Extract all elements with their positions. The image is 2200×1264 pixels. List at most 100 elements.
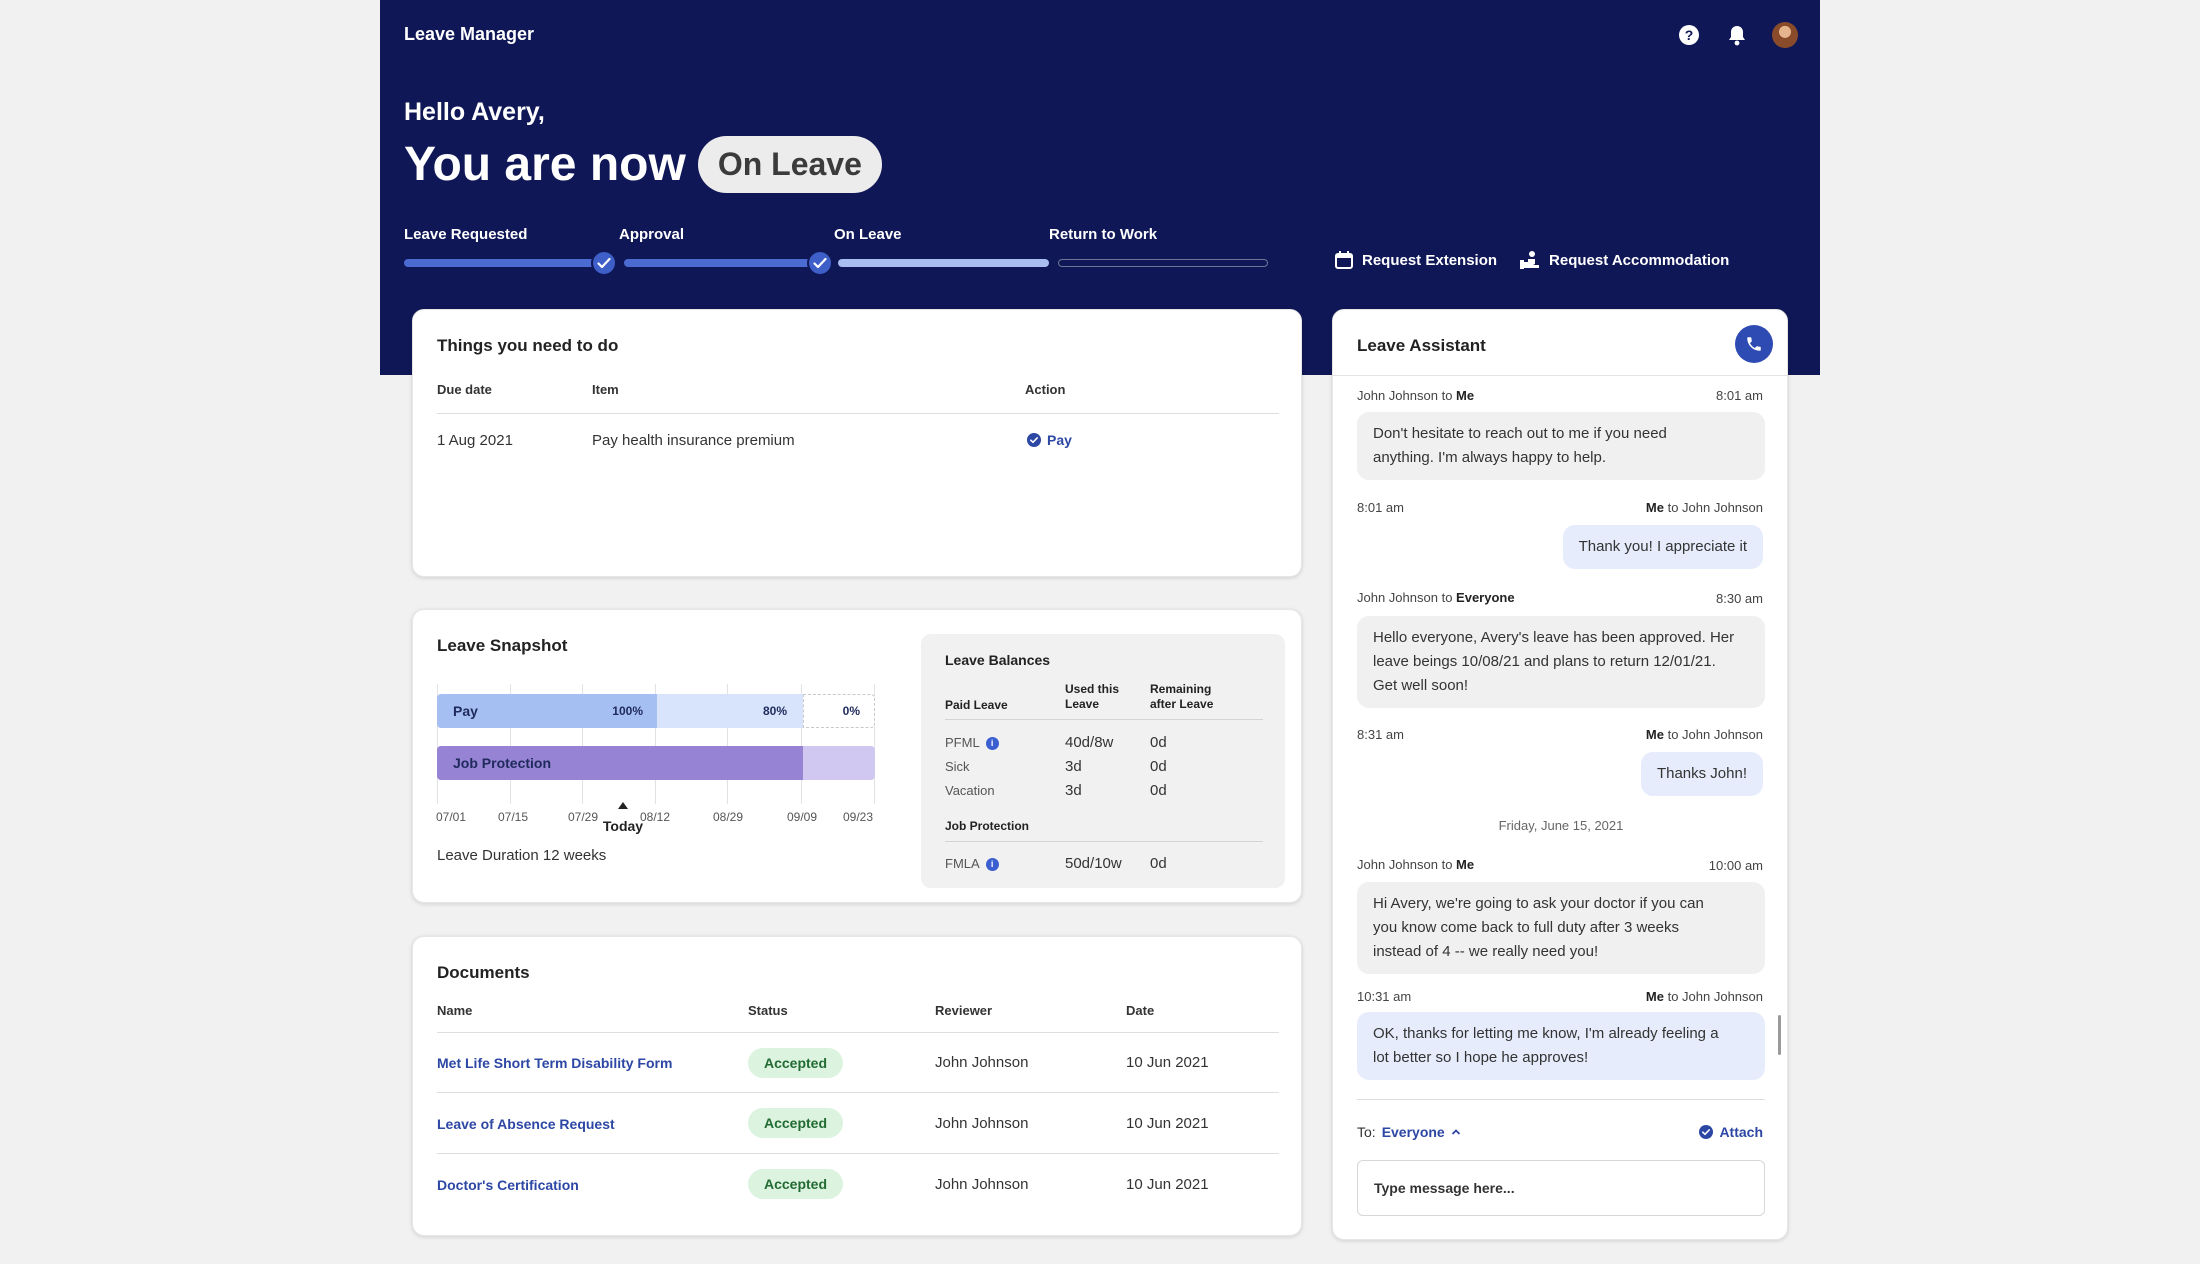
message-bubble: Thank you! I appreciate it	[1562, 525, 1763, 569]
message-bubble: Thanks John!	[1640, 752, 1763, 796]
progress-segment-4	[1058, 259, 1268, 267]
document-link[interactable]: Leave of Absence Request	[437, 1116, 615, 1132]
paid-leave-header: Paid Leave	[945, 698, 1008, 712]
help-icon[interactable]: ?	[1676, 22, 1702, 48]
leave-snapshot-card: Leave Snapshot Pay 100% 80% 0% Job Prote…	[412, 609, 1302, 903]
todo-col-due: Due date	[437, 382, 492, 397]
attach-label: Attach	[1719, 1124, 1763, 1140]
pay-bar-pct-0: 0%	[842, 704, 860, 718]
user-avatar[interactable]	[1772, 22, 1798, 48]
balance-type-sick: Sick	[945, 759, 970, 774]
step-check-icon	[807, 250, 833, 276]
todo-col-item: Item	[592, 382, 619, 397]
divider	[437, 413, 1279, 414]
chat-title: Leave Assistant	[1357, 336, 1486, 355]
compose-recipient: To: Everyone	[1357, 1124, 1461, 1140]
pay-bar-80: 80%	[657, 694, 803, 728]
pay-bar-pct-100: 100%	[612, 704, 643, 718]
compose-to-label: To:	[1357, 1124, 1376, 1140]
gridline	[874, 684, 875, 804]
pay-label: Pay	[1047, 432, 1072, 448]
message-meta: Me to John Johnson	[1645, 989, 1763, 1004]
balance-used: 3d	[1065, 782, 1082, 799]
date-separator: Friday, June 15, 2021	[1498, 818, 1624, 833]
divider	[437, 1092, 1279, 1093]
bell-icon[interactable]	[1724, 22, 1750, 48]
divider	[1357, 1099, 1765, 1100]
message-meta: John Johnson to Me	[1357, 857, 1475, 872]
message-time: 8:01 am	[1357, 500, 1404, 515]
message-bubble: Don't hesitate to reach out to me if you…	[1357, 412, 1765, 480]
info-icon[interactable]: i	[985, 737, 999, 751]
chevron-up-icon[interactable]	[1451, 1128, 1461, 1136]
balance-remaining: 0d	[1150, 782, 1167, 799]
step-check-icon	[591, 250, 617, 276]
chat-header: Leave Assistant	[1333, 310, 1787, 376]
x-tick: 08/29	[712, 810, 744, 824]
x-tick: 07/01	[435, 810, 467, 824]
status-badge: Accepted	[748, 1169, 844, 1199]
divider	[437, 1153, 1279, 1154]
status-pill: On Leave	[697, 136, 882, 193]
message-meta: John Johnson to Me	[1357, 388, 1475, 403]
pay-bar-pct-80: 80%	[762, 704, 787, 718]
message-time: 10:31 am	[1357, 989, 1412, 1004]
phone-icon	[1747, 337, 1761, 351]
pay-link[interactable]: Pay	[1027, 432, 1072, 448]
today-label: Today	[602, 818, 644, 834]
docs-col-reviewer: Reviewer	[935, 1003, 993, 1018]
x-tick: 07/15	[497, 810, 529, 824]
message-time: 8:30 am	[1716, 591, 1763, 606]
todo-card: Things you need to do Due date Item Acti…	[412, 309, 1302, 577]
hero-actions: Request Extension Request Accommodation	[1334, 250, 1729, 270]
balance-used: 50d/10w	[1065, 855, 1122, 872]
document-link[interactable]: Met Life Short Term Disability Form	[437, 1055, 673, 1071]
todo-due-date: 1 Aug 2021	[437, 432, 513, 449]
gridline	[582, 684, 583, 804]
message-time: 8:31 am	[1357, 727, 1404, 742]
step-label-leave-requested: Leave Requested	[404, 226, 528, 243]
message-bubble: Hi Avery, we're going to ask your doctor…	[1357, 882, 1765, 974]
today-marker-icon	[618, 802, 628, 809]
app-title: Leave Manager	[404, 24, 535, 44]
document-reviewer: John Johnson	[935, 1176, 1029, 1193]
request-accommodation-button[interactable]: Request Accommodation	[1519, 250, 1729, 270]
check-circle-icon	[1699, 1125, 1714, 1139]
leave-duration: Leave Duration 12 weeks	[437, 847, 607, 864]
document-link[interactable]: Doctor's Certification	[437, 1177, 579, 1193]
attach-button[interactable]: Attach	[1699, 1124, 1763, 1140]
balance-remaining: 0d	[1150, 758, 1167, 775]
balance-remaining: 0d	[1150, 734, 1167, 751]
balance-used: 40d/8w	[1065, 734, 1114, 751]
job-protection-header: Job Protection	[945, 819, 1030, 833]
call-button[interactable]	[1735, 325, 1773, 363]
todo-item: Pay health insurance premium	[592, 432, 795, 449]
balances-title: Leave Balances	[945, 652, 1051, 668]
divider	[437, 1032, 1279, 1033]
svg-text:?: ?	[1685, 27, 1694, 43]
balance-remaining: 0d	[1150, 855, 1167, 872]
request-extension-button[interactable]: Request Extension	[1334, 250, 1497, 270]
document-date: 10 Jun 2021	[1126, 1115, 1209, 1132]
x-tick: 09/09	[786, 810, 818, 824]
status-badge: Accepted	[748, 1108, 844, 1138]
chat-scrollbar[interactable]	[1778, 1015, 1781, 1055]
balance-type-pfml: PFML i	[945, 735, 999, 751]
x-tick: 09/23	[842, 810, 874, 824]
recipient-select[interactable]: Everyone	[1381, 1124, 1445, 1140]
balance-type-label: PFML	[945, 735, 980, 750]
step-label-on-leave: On Leave	[834, 226, 902, 243]
request-accommodation-label: Request Accommodation	[1549, 251, 1730, 269]
greeting: Hello Avery,	[404, 98, 545, 126]
pay-bar-0: 0%	[803, 694, 875, 728]
message-input[interactable]	[1357, 1160, 1765, 1216]
step-label-approval: Approval	[619, 226, 685, 243]
info-icon[interactable]: i	[985, 858, 999, 872]
progress-segment-1	[404, 259, 609, 267]
document-date: 10 Jun 2021	[1126, 1054, 1209, 1071]
docs-col-status: Status	[748, 1003, 788, 1018]
gridline	[510, 684, 511, 804]
x-tick: 07/29	[567, 810, 599, 824]
job-protection-label: Job Protection	[453, 755, 552, 771]
message-time: 10:00 am	[1708, 858, 1763, 873]
